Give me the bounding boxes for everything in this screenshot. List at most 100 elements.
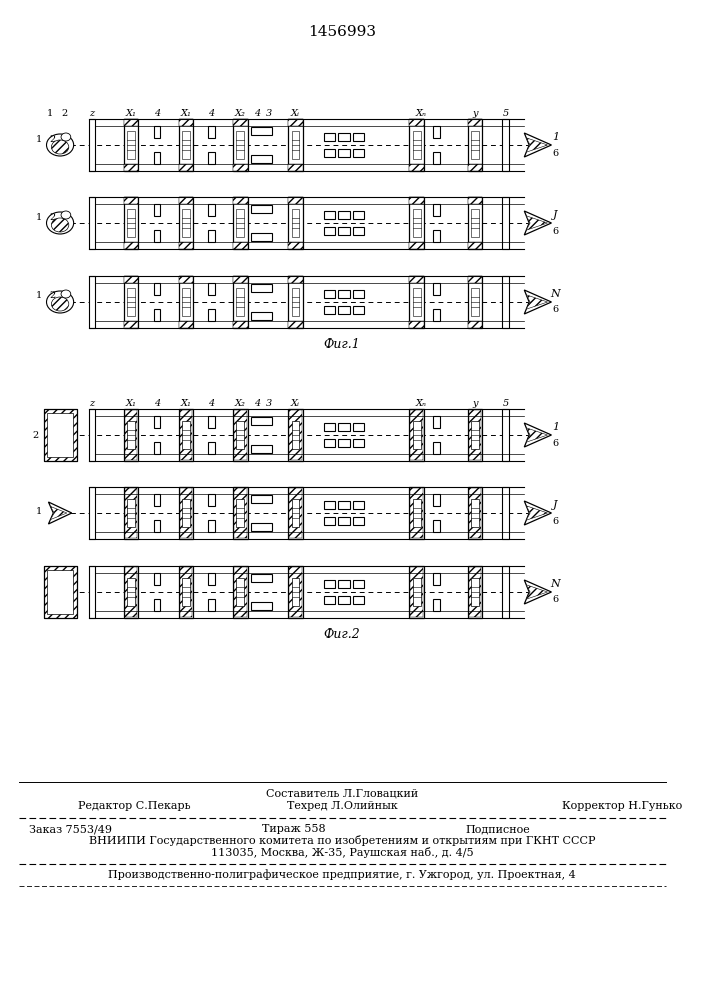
Polygon shape <box>525 423 551 447</box>
Bar <box>471 288 479 316</box>
Bar <box>353 227 364 235</box>
Text: 4: 4 <box>208 398 214 408</box>
Bar <box>179 409 193 461</box>
Text: X̅₁: X̅₁ <box>180 398 192 408</box>
Bar <box>234 410 247 460</box>
Bar <box>292 131 300 159</box>
Bar <box>124 567 137 617</box>
Text: z: z <box>90 108 95 117</box>
Bar <box>353 149 364 157</box>
Bar <box>467 487 482 539</box>
Bar <box>324 517 335 525</box>
Bar <box>127 209 135 237</box>
Bar <box>153 573 160 585</box>
Bar <box>236 209 244 237</box>
Text: X₂: X₂ <box>235 108 246 117</box>
Bar <box>471 421 479 449</box>
Bar <box>179 119 193 126</box>
Bar <box>251 312 272 320</box>
Text: 1: 1 <box>35 134 42 143</box>
Bar <box>236 131 244 159</box>
Polygon shape <box>526 585 547 599</box>
Bar <box>179 276 193 283</box>
Bar <box>208 494 215 506</box>
Bar <box>124 164 138 171</box>
Bar <box>471 578 479 606</box>
Bar <box>503 487 509 539</box>
Text: Тираж 558: Тираж 558 <box>262 824 325 834</box>
Bar <box>353 290 364 298</box>
Bar <box>124 321 138 328</box>
Bar <box>409 119 424 126</box>
Bar <box>338 517 350 525</box>
Bar <box>469 488 481 538</box>
Bar <box>467 119 482 171</box>
Bar <box>180 410 192 460</box>
Bar <box>124 119 138 126</box>
Bar <box>413 131 421 159</box>
Bar <box>179 197 193 204</box>
Bar <box>208 416 215 428</box>
Bar <box>88 566 95 618</box>
Bar <box>353 596 364 604</box>
Bar <box>338 211 350 219</box>
Bar <box>233 321 247 328</box>
Bar <box>127 499 135 527</box>
Text: Xᵢ: Xᵢ <box>291 108 300 117</box>
Bar <box>324 211 335 219</box>
Bar <box>469 567 481 617</box>
Text: Xᵢ: Xᵢ <box>291 398 300 408</box>
Bar <box>433 494 440 506</box>
Bar <box>288 119 303 126</box>
Bar <box>233 566 247 618</box>
Bar <box>353 423 364 431</box>
Bar <box>182 578 190 606</box>
Bar <box>338 227 350 235</box>
Text: 4: 4 <box>154 398 160 408</box>
Bar <box>338 580 350 588</box>
Bar <box>47 413 73 457</box>
Bar <box>353 517 364 525</box>
Polygon shape <box>526 216 547 230</box>
Text: X̅ₙ: X̅ₙ <box>416 398 427 408</box>
Bar <box>180 488 192 538</box>
Bar <box>208 309 215 321</box>
Bar <box>413 421 421 449</box>
Bar <box>208 573 215 585</box>
Text: Фиг.2: Фиг.2 <box>324 628 361 641</box>
Bar <box>324 596 335 604</box>
Bar <box>467 164 482 171</box>
Bar <box>338 149 350 157</box>
Text: 4: 4 <box>154 108 160 117</box>
Bar <box>288 566 303 618</box>
Bar <box>503 409 509 461</box>
Bar <box>409 164 424 171</box>
Bar <box>288 197 303 204</box>
Bar <box>338 423 350 431</box>
Bar <box>288 276 303 328</box>
Text: ВНИИПИ Государственного комитета по изобретениям и открытиям при ГКНТ СССР: ВНИИПИ Государственного комитета по изоб… <box>89 836 595 846</box>
Text: 2: 2 <box>49 134 55 143</box>
Bar <box>433 416 440 428</box>
Bar <box>179 487 193 539</box>
Bar <box>124 197 138 204</box>
Text: 1: 1 <box>35 506 42 516</box>
Bar <box>338 501 350 509</box>
Bar <box>251 205 272 213</box>
Text: 6: 6 <box>552 148 559 157</box>
Bar <box>179 276 193 328</box>
Bar <box>288 164 303 171</box>
Bar <box>208 126 215 138</box>
Bar <box>324 501 335 509</box>
Polygon shape <box>49 502 71 524</box>
Bar <box>289 488 302 538</box>
Bar <box>324 149 335 157</box>
Bar <box>182 499 190 527</box>
Bar <box>288 119 303 171</box>
Text: J: J <box>553 210 558 220</box>
Bar <box>324 580 335 588</box>
Bar <box>288 487 303 539</box>
Bar <box>413 209 421 237</box>
Bar <box>292 209 300 237</box>
Bar <box>251 523 272 531</box>
